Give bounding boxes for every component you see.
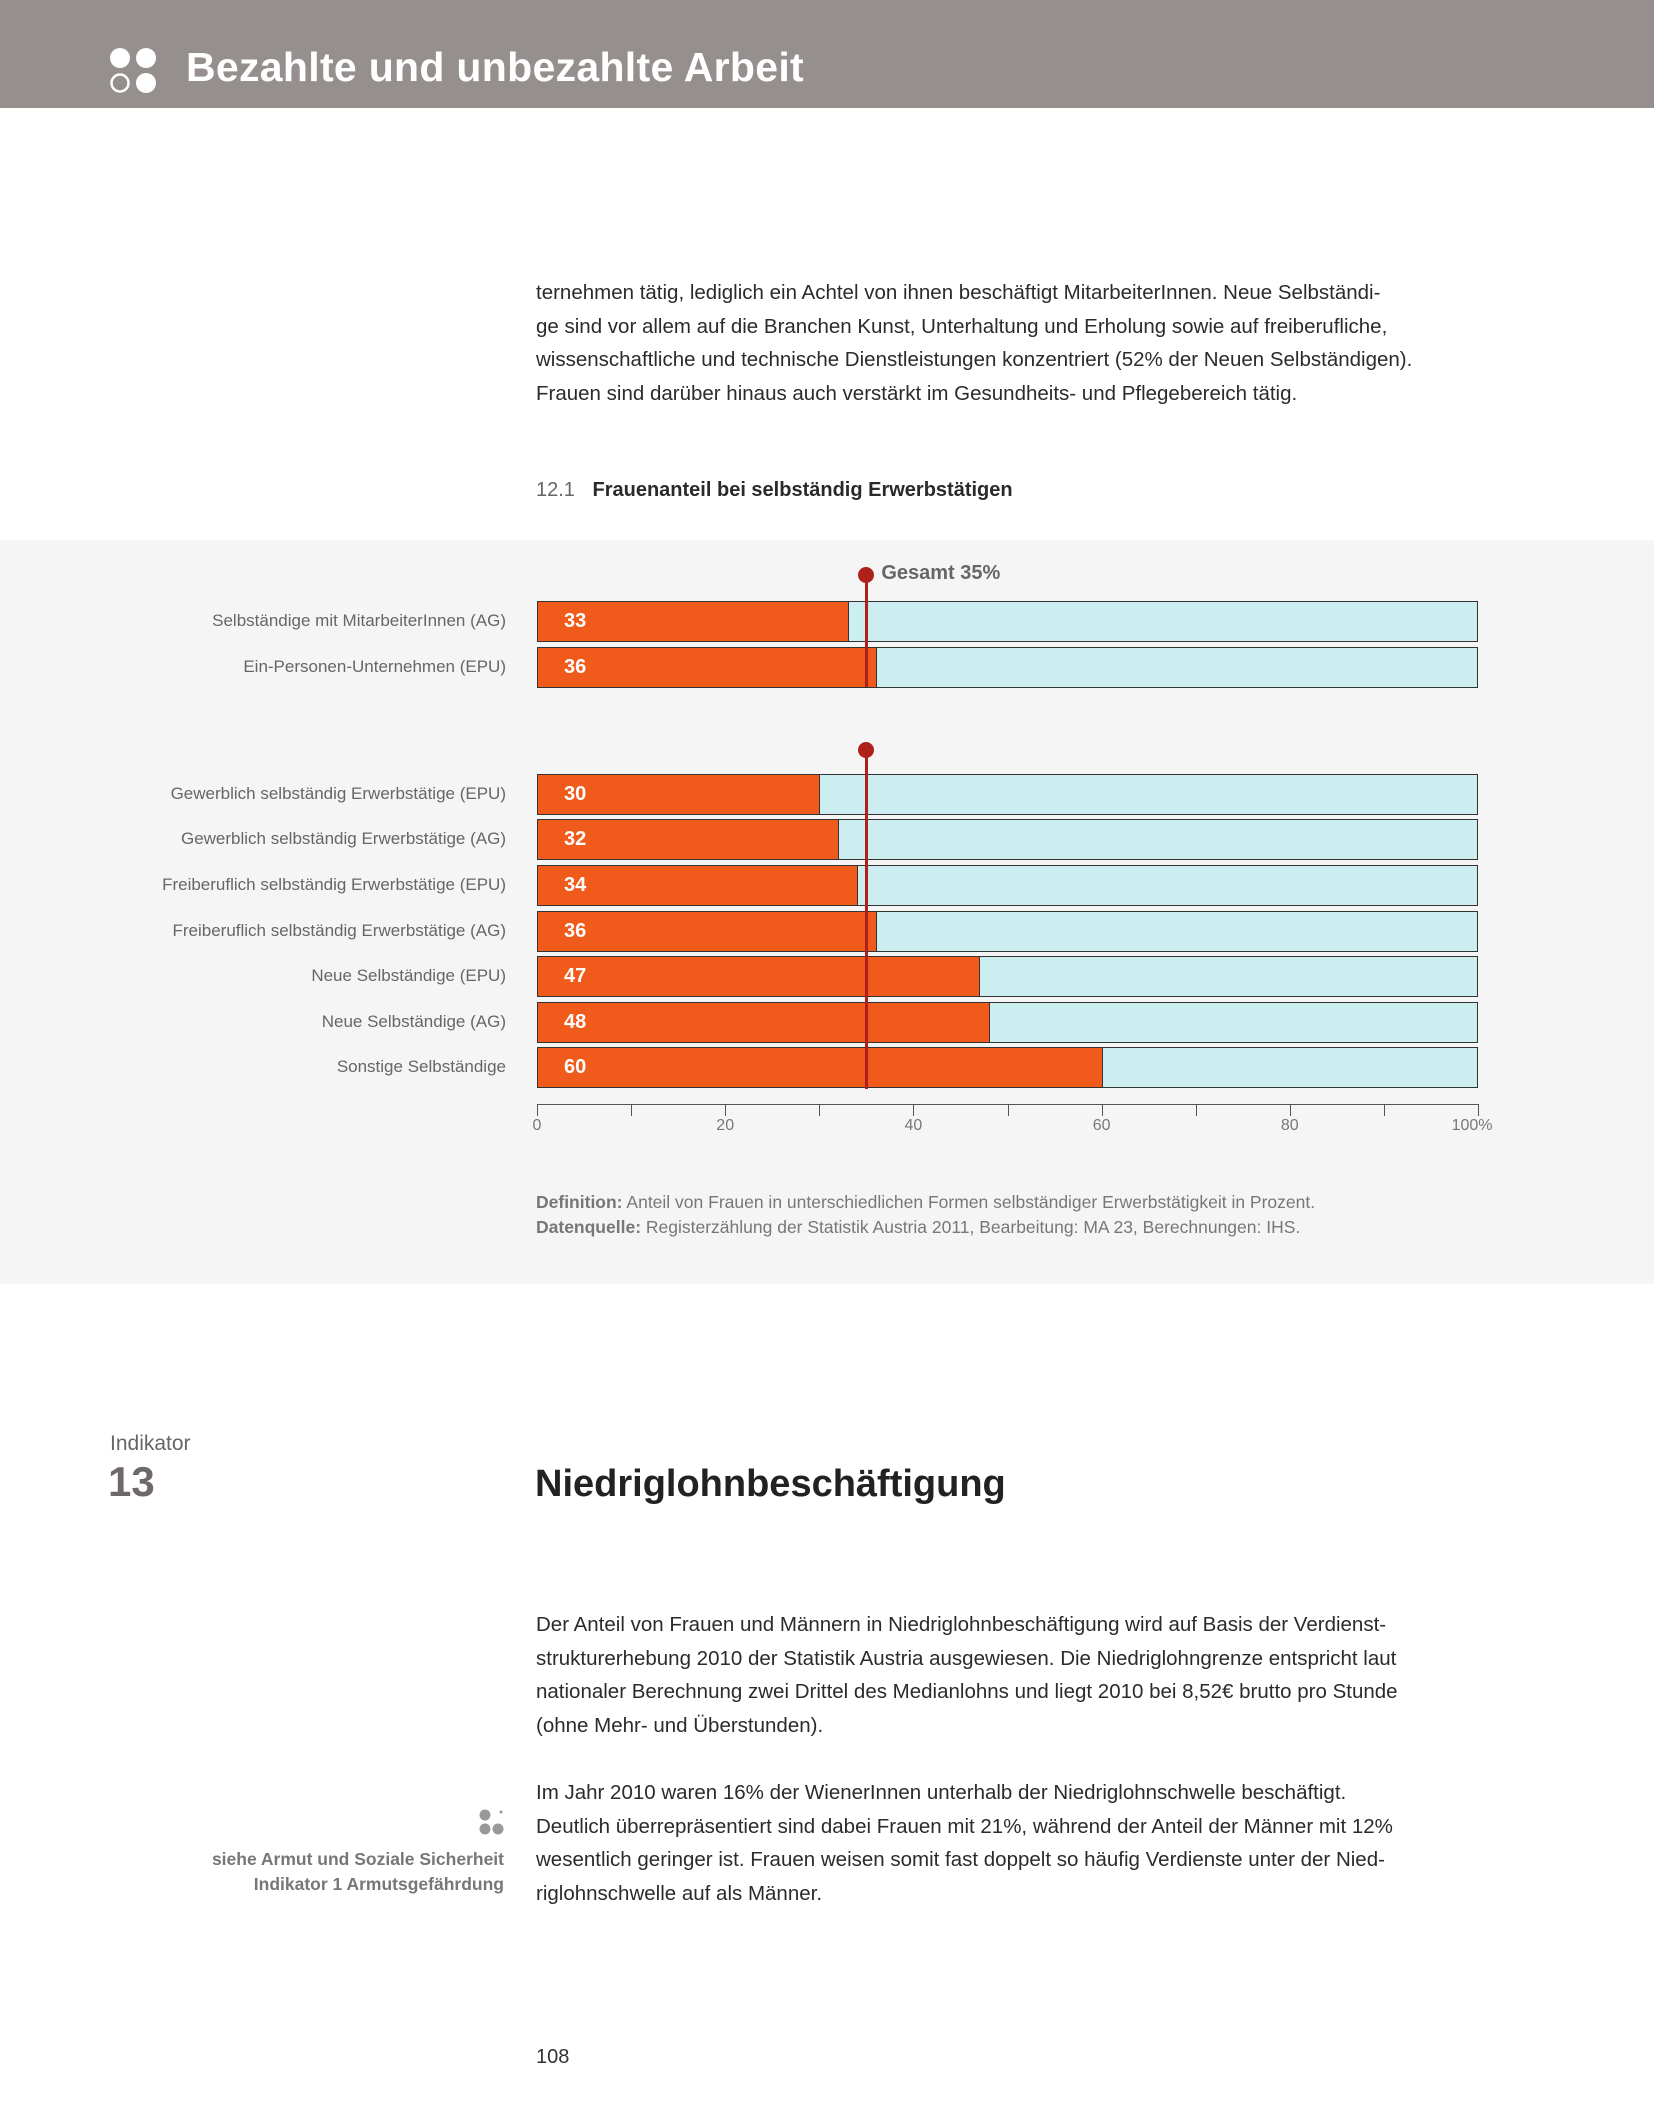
bar-value-label: 60: [564, 1056, 587, 1078]
category-label: Sonstige Selbständige: [336, 1057, 506, 1076]
x-tick-label: 0: [532, 1117, 542, 1134]
text-line: Im Jahr 2010 waren 16% der WienerInnen u…: [536, 1781, 1347, 1804]
chart-number: 12.1: [536, 479, 575, 501]
bar-value-label: 48: [564, 1011, 587, 1033]
x-tick-label: 60: [1092, 1117, 1111, 1134]
chart-title-text: Frauenanteil bei selbständig Erwerbstäti…: [592, 479, 1013, 501]
bar-value-label: 47: [564, 965, 587, 987]
category-label: Neue Selbständige (AG): [321, 1012, 506, 1031]
bar-track: 48: [537, 1002, 1478, 1043]
category-label: Neue Selbständige (EPU): [311, 966, 506, 985]
bar: 36: [538, 648, 877, 687]
text-line: nationaler Berechnung zwei Drittel des M…: [536, 1680, 1398, 1703]
bar: 34: [538, 866, 858, 905]
text-line: ternehmen tätig, lediglich ein Achtel vo…: [536, 281, 1381, 304]
text-line: Der Anteil von Frauen und Männern in Nie…: [536, 1613, 1387, 1636]
bar: 32: [538, 820, 840, 859]
text-line: ge sind vor allem auf die Branchen Kunst…: [536, 314, 1388, 338]
x-tick: [1007, 1104, 1009, 1116]
bar-chart: Selbständige mit MitarbeiterInnen (AG) 33…: [162, 562, 1493, 1134]
bar: 30: [538, 775, 821, 814]
text-line: Deutlich überrepräsentiert sind dabei Fr…: [536, 1814, 1393, 1838]
x-tick: [1195, 1104, 1197, 1116]
reference-line: [864, 750, 868, 1089]
reference-line: [864, 575, 868, 687]
cross-reference-icon: [479, 1809, 504, 1835]
bar-track: 30: [537, 774, 1478, 815]
chapter-title: Bezahlte und unbezahlte Arbeit: [186, 44, 804, 90]
x-tick-label: 40: [904, 1117, 923, 1134]
bar-track: 36: [537, 647, 1478, 688]
chart-notes: Definition: Anteil von Frauen in untersc…: [536, 1190, 1315, 1240]
bar: 36: [538, 912, 877, 951]
cross-reference-note[interactable]: siehe Armut und Soziale Sicherheit Indik…: [212, 1847, 504, 1897]
section-heading: Niedriglohnbeschäftigung: [535, 1463, 1006, 1505]
category-label: Selbständige mit MitarbeiterInnen (AG): [212, 611, 506, 630]
bar-track: 36: [537, 911, 1478, 952]
text-line: strukturerhebung 2010 der Statistik Aust…: [536, 1646, 1397, 1670]
text-line: riglohnschwelle auf als Männer.: [536, 1881, 823, 1905]
x-tick: [1383, 1104, 1385, 1116]
bar-value-label: 30: [564, 783, 587, 805]
category-label: Freiberuflich selbständig Erwerbstätige …: [172, 921, 506, 940]
source-label: Datenquelle:: [536, 1217, 642, 1237]
bar-value-label: 32: [564, 828, 587, 850]
reference-marker: [858, 742, 875, 758]
x-tick: [1478, 1104, 1479, 1116]
bar-track: 47: [537, 956, 1478, 997]
definition-label: Definition:: [536, 1192, 623, 1212]
bar-track: 60: [537, 1047, 1478, 1088]
bar-value-label: 33: [564, 610, 587, 632]
x-tick: [631, 1104, 633, 1116]
bar-value-label: 36: [564, 656, 587, 678]
category-label: Gewerblich selbständig Erwerbstätige (AG…: [180, 829, 506, 848]
x-tick: [537, 1104, 538, 1116]
category-label: Gewerblich selbständig Erwerbstätige (EP…: [170, 784, 506, 803]
chapter-header: Bezahlte und unbezahlte Arbeit: [0, 0, 1654, 108]
x-tick-label: 20: [716, 1117, 735, 1134]
bar: 60: [538, 1048, 1103, 1087]
x-tick-label: 80: [1280, 1117, 1299, 1134]
x-tick: [1101, 1104, 1103, 1116]
x-tick: [725, 1104, 727, 1116]
source-text: Registerzählung der Statistik Austria 20…: [641, 1217, 1301, 1237]
reference-marker: [858, 567, 875, 583]
definition-text: Anteil von Frauen in unterschiedlichen F…: [622, 1192, 1316, 1212]
page-number: 108: [536, 2046, 570, 2068]
bar: 48: [538, 1003, 990, 1042]
text-line: (ohne Mehr- und Überstunden).: [536, 1713, 824, 1737]
chart-title: 12.1 Frauenanteil bei selbständig Erwerb…: [536, 479, 1013, 502]
x-tick: [819, 1104, 821, 1116]
reference-label: Gesamt 35%: [881, 562, 1001, 584]
text-line: Frauen sind darüber hinaus auch verstärk…: [536, 381, 1298, 405]
bar-track: 33: [537, 601, 1478, 642]
bar: 47: [538, 957, 981, 996]
bar: 33: [538, 602, 849, 641]
bar-value-label: 34: [564, 874, 587, 896]
indicator-number: 13: [108, 1458, 155, 1505]
paragraph-2: Im Jahr 2010 waren 16% der WienerInnen u…: [536, 1776, 1393, 1910]
indicator-label: Indikator: [110, 1432, 191, 1455]
text-line: wesentlich geringer ist. Frauen weisen s…: [536, 1848, 1385, 1871]
bar-value-label: 36: [564, 920, 587, 942]
category-label: Freiberuflich selbständig Erwerbstätige …: [162, 875, 506, 894]
four-dots-icon: [110, 48, 156, 93]
x-tick: [913, 1104, 915, 1116]
intro-paragraph: ternehmen tätig, lediglich ein Achtel vo…: [536, 276, 1412, 410]
bar-track: 34: [537, 865, 1478, 906]
sidenote-line: siehe Armut und Soziale Sicherheit: [211, 1849, 504, 1869]
text-line: wissenschaftliche und technische Dienstl…: [536, 348, 1413, 371]
paragraph-1: Der Anteil von Frauen und Männern in Nie…: [536, 1608, 1398, 1742]
x-tick-label: 100%: [1451, 1117, 1493, 1134]
bar-track: 32: [537, 819, 1478, 860]
category-label: Ein-Personen-Unternehmen (EPU): [243, 657, 506, 676]
sidenote-line: Indikator 1 Armutsgefährdung: [253, 1874, 504, 1894]
x-tick: [1289, 1104, 1291, 1116]
